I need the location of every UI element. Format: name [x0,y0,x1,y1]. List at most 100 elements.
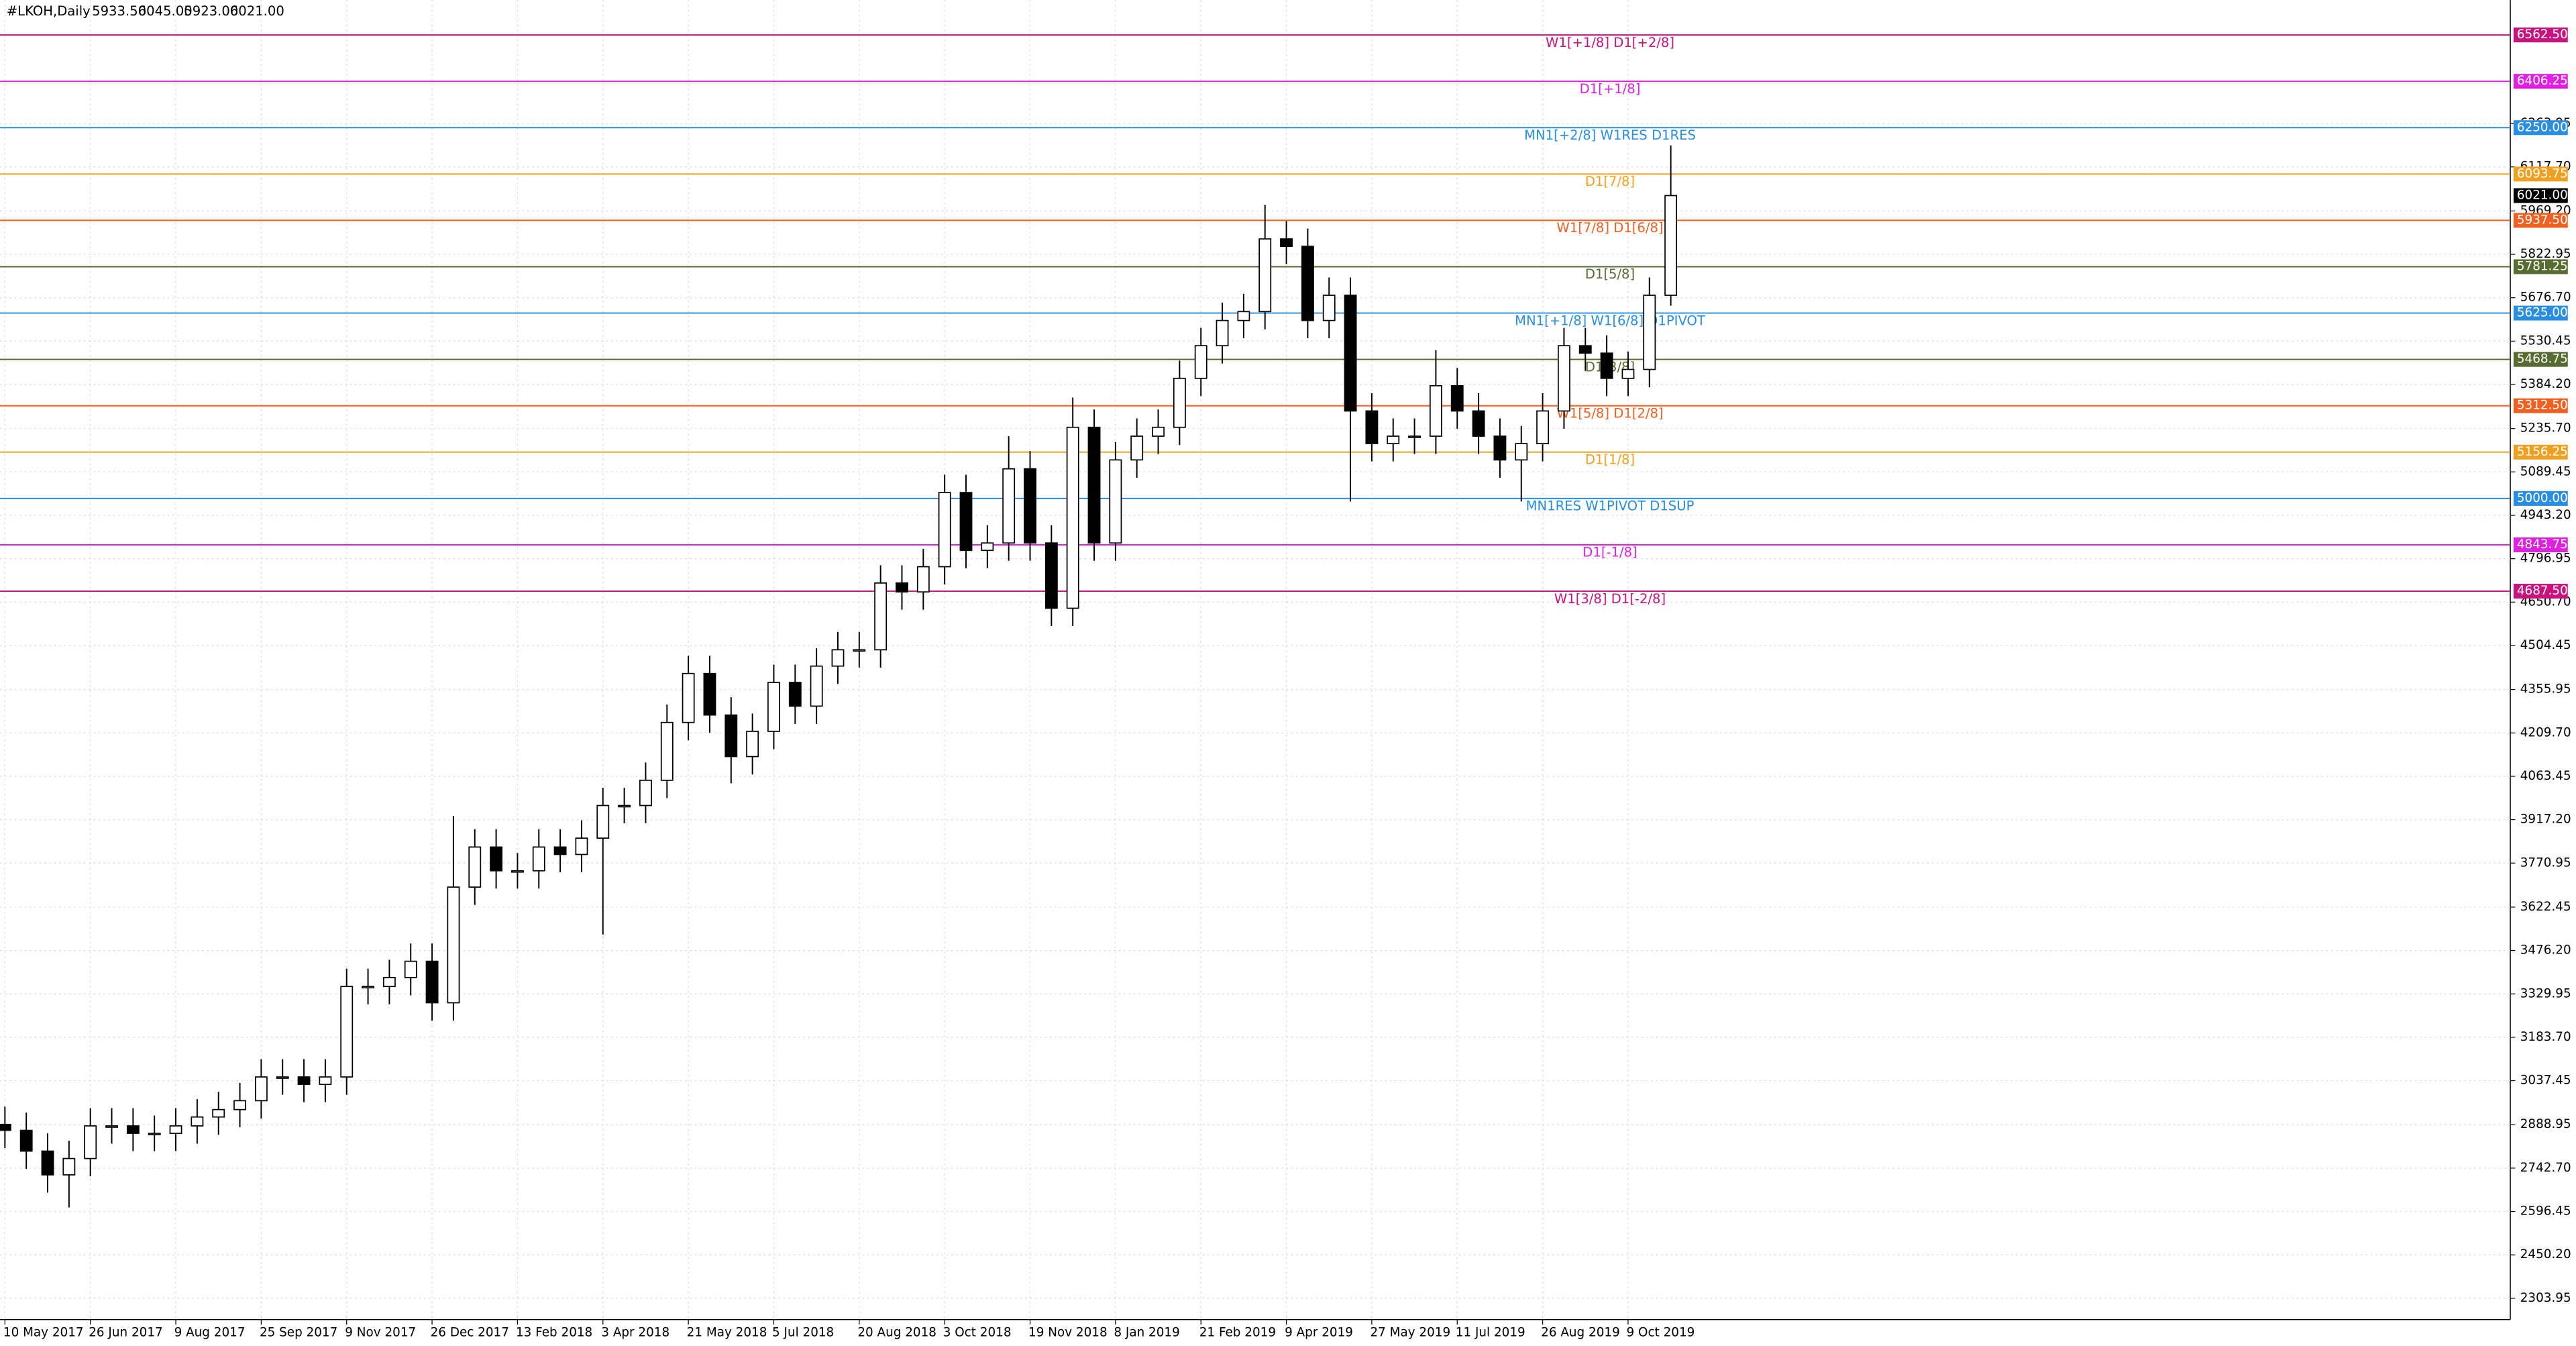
level-label: D1[-1/8] [1582,545,1637,560]
candle-body [1301,246,1314,321]
candle-body [490,846,503,872]
candle-body [1322,295,1336,321]
level-price-label: 5468.75 [2517,352,2568,366]
candle-body [1621,368,1635,379]
candle-body [575,837,588,856]
level-price-label: 5625.00 [2517,306,2568,320]
candle-body [447,886,460,1004]
level-label: D1[+1/8] [1580,81,1641,97]
x-tick-label: 19 Nov 2018 [1028,1325,1108,1339]
candle-body [1173,377,1186,428]
quote-value: 5933.50 [92,3,146,19]
x-tick-label: 11 Jul 2019 [1456,1325,1525,1339]
x-tick-label: 26 Aug 2019 [1541,1325,1620,1339]
candle-body [1002,468,1016,544]
candle-body [767,682,780,732]
candle-body [1024,468,1036,544]
level-price-box [2513,305,2568,321]
level-price-box [2513,28,2568,43]
level-label: D1[5/8] [1585,266,1635,282]
candle-body [1109,459,1122,544]
level-price-label: 5156.25 [2517,445,2568,459]
y-tick-label: 3770.95 [2520,856,2571,870]
y-tick-label: 3329.95 [2520,986,2571,1000]
candle-body [41,1150,54,1176]
level-label: D1[1/8] [1585,452,1635,468]
x-tick-label: 20 Aug 2018 [857,1325,936,1339]
last-price-label: 6021.00 [2517,188,2568,202]
level-price-label: 6406.25 [2517,74,2568,88]
y-tick-label: 2596.45 [2520,1204,2571,1219]
candle-body [1152,426,1165,437]
candle-body [896,582,908,593]
candle-body [169,1125,182,1134]
level-price-label: 5312.50 [2517,399,2568,413]
level-price-label: 4843.75 [2517,537,2568,552]
level-label: D1[7/8] [1585,174,1635,189]
candle-body [105,1125,118,1128]
x-tick-label: 9 Oct 2019 [1626,1325,1695,1339]
candle-body [874,582,888,651]
y-tick-label: 5822.95 [2520,247,2571,261]
candle-body [1408,435,1421,438]
candle-body [639,780,652,807]
level-price-label: 6250.00 [2517,120,2568,134]
level-price-label: 6562.50 [2517,28,2568,42]
candle-body [1194,345,1208,379]
candle-body [1536,410,1550,444]
candle-body [810,665,823,707]
y-tick-label: 3037.45 [2520,1074,2571,1088]
candle-body [1450,385,1464,412]
x-tick-label: 21 Feb 2019 [1199,1325,1276,1339]
candle-body [1365,410,1379,444]
candle-body [233,1100,246,1110]
candle-body [1515,443,1528,461]
y-tick-label: 5384.20 [2520,377,2571,391]
candle-body [1643,295,1656,370]
level-price-box [2513,166,2568,182]
candle-body [746,731,759,758]
candle-body [532,846,545,872]
level-price-box [2513,74,2568,89]
candle-body [553,846,567,856]
y-tick-label: 5676.70 [2520,291,2571,305]
y-tick-label: 4796.95 [2520,552,2571,566]
candle-body [425,960,439,1004]
y-tick-label: 5235.70 [2520,421,2571,435]
level-price-box [2513,584,2568,599]
y-tick-label: 4943.20 [2520,508,2571,522]
candle-body [126,1125,140,1134]
y-tick-label: 4355.95 [2520,682,2571,696]
x-tick-label: 26 Dec 2017 [431,1325,509,1339]
candle-body [340,986,354,1078]
candle-body [1066,426,1079,609]
candle-body [511,870,524,873]
candle-body [84,1125,97,1159]
y-tick-label: 2303.95 [2520,1291,2571,1305]
candle-body [788,682,802,707]
candle-body [618,805,631,808]
x-tick-label: 9 Apr 2019 [1285,1325,1353,1339]
candle-body [853,649,866,652]
candle-body [0,1123,11,1131]
level-price-label: 4687.50 [2517,584,2568,598]
level-label: W1[3/8] D1[-2/8] [1554,591,1666,607]
candle-body [319,1076,332,1085]
candle-body [1493,435,1507,461]
y-tick-label: 3183.70 [2520,1030,2571,1044]
candle-body [831,649,845,667]
candle-body [1258,238,1272,313]
candle-body [1087,426,1101,544]
candle-body [1578,345,1592,354]
candle-body [682,672,695,723]
candle-body [191,1116,204,1127]
y-tick-label: 4063.45 [2520,769,2571,783]
level-price-label: 5000.00 [2517,491,2568,505]
candle-body [254,1076,268,1102]
level-label: MN1[+2/8] W1RES D1RES [1524,127,1696,143]
x-tick-label: 3 Apr 2018 [601,1325,669,1339]
candle-body [724,714,738,758]
